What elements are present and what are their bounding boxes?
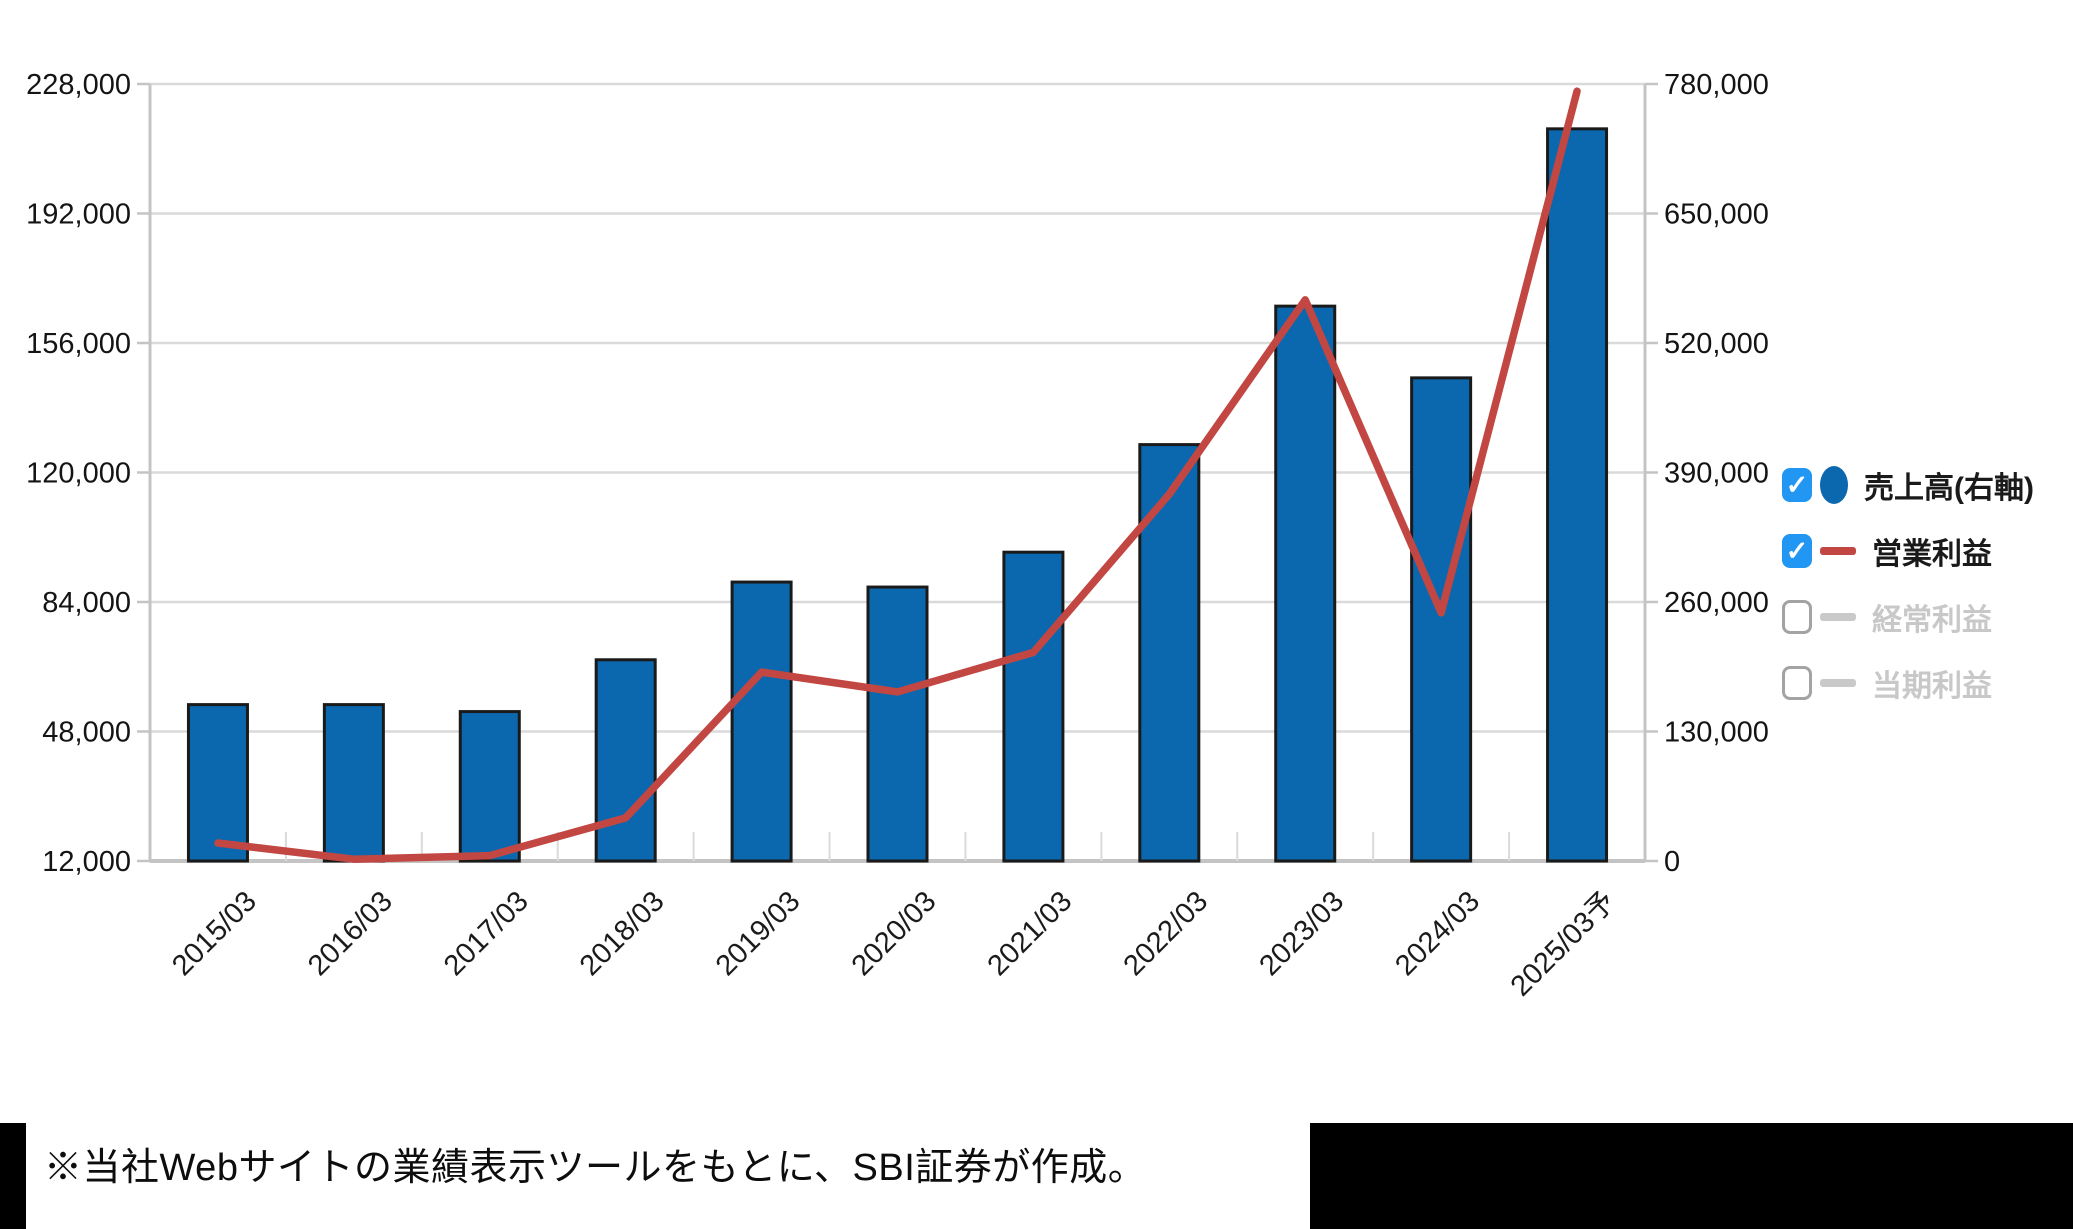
- bar-item-2022-03: [1138, 443, 1201, 863]
- line-marker-icon: [1820, 547, 1856, 555]
- left-axis-tick-label: 156,000: [26, 328, 131, 360]
- operating-profit-line: [214, 87, 1581, 863]
- x-axis-category-label: 2025/03予: [1505, 885, 1622, 1002]
- legend-label-item--[interactable]: 営業利益: [1872, 538, 1992, 571]
- right-axis-tick-label: 390,000: [1664, 458, 1769, 490]
- bar-item-2023-03: [1274, 304, 1337, 863]
- x-axis-category-label: 2019/03: [710, 885, 807, 982]
- chart-legend: ✓ 売上高(右軸) ✓ 営業利益経常利益当期利益: [1782, 462, 2034, 706]
- x-axis-category-label: 2015/03: [166, 885, 263, 982]
- x-axis-category-label: 2023/03: [1253, 885, 1350, 982]
- legend-label-item--[interactable]: 当期利益: [1872, 670, 1992, 703]
- left-axis-tick-label: 228,000: [26, 69, 131, 101]
- bar-item-2016-03: [322, 703, 385, 863]
- legend-row-item--: ✓ 売上高(右軸): [1782, 462, 2034, 508]
- left-axis-tick-label: 84,000: [42, 587, 131, 619]
- bar-item-2019-03: [730, 580, 793, 863]
- line-marker-icon: [1820, 613, 1856, 621]
- legend-checkbox-item--[interactable]: ✓: [1782, 468, 1812, 502]
- checkmark-icon: ✓: [1785, 535, 1809, 566]
- left-axis-tick-label: 120,000: [26, 458, 131, 490]
- bar-item-2025-03-: [1546, 127, 1609, 863]
- bar-item-2018-03: [594, 658, 657, 863]
- redaction-block-left: [0, 1123, 26, 1229]
- bar-item-2024-03: [1410, 376, 1473, 863]
- right-axis-tick-label: 780,000: [1664, 69, 1769, 101]
- x-axis-category-label: 2021/03: [982, 885, 1079, 982]
- bar-item-2017-03: [458, 710, 521, 863]
- right-axis-tick-label: 130,000: [1664, 717, 1769, 749]
- x-axis-category-label: 2020/03: [846, 885, 943, 982]
- legend-label-item--[interactable]: 売上高(右軸): [1864, 472, 2034, 505]
- right-axis-tick-label: 650,000: [1664, 199, 1769, 231]
- legend-checkbox-item--[interactable]: ✓: [1782, 534, 1812, 568]
- x-axis-category-label: 2022/03: [1118, 885, 1215, 982]
- legend-checkbox-item--[interactable]: [1782, 666, 1812, 700]
- legend-row-item--: ✓ 営業利益: [1782, 528, 2034, 574]
- footer-note: ※当社Webサイトの業績表示ツールをもとに、SBI証券が作成。: [44, 1147, 1147, 1189]
- right-axis-tick-label: 260,000: [1664, 587, 1769, 619]
- x-axis-category-label: 2024/03: [1389, 885, 1486, 982]
- redaction-block-right: [1310, 1123, 2073, 1229]
- x-axis-category-label: 2016/03: [302, 885, 399, 982]
- checkmark-icon: ✓: [1785, 469, 1809, 500]
- legend-row-item--: 経常利益: [1782, 594, 2034, 640]
- right-axis-tick-label: 520,000: [1664, 328, 1769, 360]
- left-axis-tick-label: 48,000: [42, 717, 131, 749]
- right-axis-tick-label: 0: [1664, 846, 1680, 878]
- left-axis-tick-label: 12,000: [42, 846, 131, 878]
- legend-label-item--[interactable]: 経常利益: [1872, 604, 1992, 637]
- legend-row-item--: 当期利益: [1782, 660, 2034, 706]
- line-marker-icon: [1820, 679, 1856, 687]
- bar-item-2021-03: [1002, 550, 1065, 863]
- x-axis-category-label: 2017/03: [438, 885, 535, 982]
- bar-item-2015-03: [186, 703, 249, 863]
- bar-item-2020-03: [866, 585, 929, 863]
- left-axis-tick-label: 192,000: [26, 199, 131, 231]
- x-axis-category-label: 2018/03: [574, 885, 671, 982]
- legend-checkbox-item--[interactable]: [1782, 600, 1812, 634]
- circle-marker-icon: [1820, 466, 1848, 504]
